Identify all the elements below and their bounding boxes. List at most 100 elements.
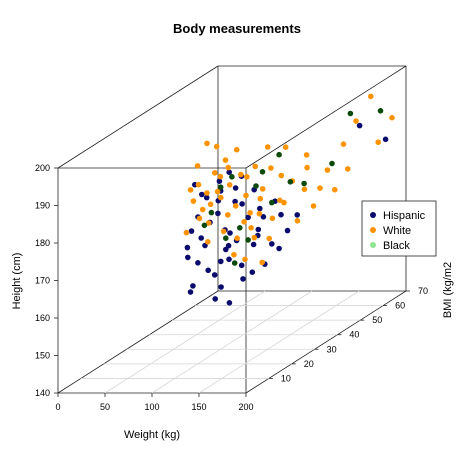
data-point	[232, 198, 238, 205]
data-point	[187, 187, 194, 193]
data-point	[211, 272, 218, 278]
data-point	[232, 203, 239, 209]
x-tick-label: 100	[144, 402, 159, 412]
data-point	[303, 152, 310, 158]
data-point	[368, 93, 374, 100]
data-point	[237, 225, 243, 231]
x-tick-label: 50	[100, 402, 110, 412]
data-point	[208, 209, 215, 216]
data-point	[287, 179, 294, 185]
legend-label: Hispanic	[383, 210, 426, 222]
box-edge	[57, 65, 219, 169]
z-tick-label: 180	[35, 238, 50, 248]
data-point	[185, 254, 191, 261]
z-tick-label: 200	[35, 163, 50, 173]
data-point	[304, 164, 310, 171]
data-point	[301, 180, 307, 187]
legend: Hispanic White Black	[361, 200, 437, 257]
data-point	[241, 219, 247, 225]
data-point	[269, 241, 275, 247]
data-point	[217, 173, 224, 180]
data-point	[226, 169, 232, 175]
data-point	[231, 251, 237, 258]
grid-line	[151, 290, 313, 394]
data-point	[203, 194, 210, 201]
data-point	[284, 227, 291, 234]
data-point	[225, 242, 232, 249]
y-tick-label: 50	[372, 315, 382, 325]
data-point	[187, 289, 194, 295]
z-axis-label: Height (cm)	[11, 253, 23, 310]
data-point	[317, 185, 323, 191]
z-tick-label: 160	[35, 313, 50, 323]
data-point	[377, 108, 384, 114]
data-point	[225, 212, 231, 218]
box-edge	[245, 65, 407, 169]
data-point	[199, 206, 206, 213]
data-point	[195, 181, 202, 188]
data-point	[198, 235, 204, 241]
legend-marker	[370, 212, 376, 218]
data-point	[282, 144, 289, 150]
data-point	[222, 157, 229, 163]
data-point	[278, 172, 285, 179]
data-point	[347, 110, 354, 117]
data-point	[301, 186, 308, 193]
legend-label: Black	[383, 240, 410, 252]
legend-label: White	[383, 225, 411, 237]
data-point	[259, 259, 266, 266]
data-point	[234, 235, 240, 241]
data-point	[227, 230, 233, 236]
data-point	[294, 218, 301, 224]
data-point	[217, 184, 224, 190]
grid-line	[104, 290, 266, 394]
data-point	[196, 215, 203, 222]
data-point	[356, 122, 363, 129]
y-tick-label: 40	[349, 330, 359, 340]
data-point	[226, 300, 233, 306]
data-point	[269, 215, 276, 222]
y-tick-label: 30	[327, 344, 337, 354]
data-point	[188, 228, 195, 234]
x-tick-label: 0	[55, 402, 60, 412]
data-point	[244, 174, 250, 180]
data-point	[232, 185, 239, 191]
data-point	[212, 170, 218, 176]
data-point	[266, 235, 273, 242]
data-point	[245, 214, 251, 221]
y-tick-label: 70	[418, 286, 428, 296]
data-point	[264, 144, 271, 150]
legend-marker	[370, 242, 376, 248]
data-point	[278, 211, 284, 218]
data-point	[183, 229, 190, 236]
data-point	[190, 283, 196, 289]
data-point	[276, 151, 282, 158]
box-edge	[57, 290, 219, 394]
data-point	[214, 188, 221, 195]
data-point	[250, 241, 257, 248]
data-point	[226, 182, 233, 188]
axis-ticks: 0 50 100 150 200 140 150 160 170 180 190 200 10 20 30 4…	[35, 163, 428, 412]
z-tick-label: 190	[35, 201, 50, 211]
data-point	[310, 203, 317, 209]
data-point	[260, 214, 267, 220]
x-axis-label: Weight (kg)	[124, 429, 180, 441]
legend-marker	[370, 227, 376, 233]
data-point	[199, 191, 205, 198]
data-point	[239, 201, 245, 207]
data-point	[215, 210, 221, 217]
y-tick-label: 60	[395, 301, 405, 311]
data-point	[207, 201, 214, 208]
data-point	[276, 245, 282, 252]
data-point	[226, 256, 232, 263]
plot-box	[57, 65, 407, 394]
data-point	[225, 164, 232, 171]
data-point	[255, 226, 262, 233]
data-point	[212, 296, 218, 302]
data-point	[229, 174, 235, 180]
data-point	[184, 244, 191, 251]
z-tick-label: 150	[35, 351, 50, 361]
data-point	[257, 195, 264, 202]
data-point	[190, 198, 197, 204]
